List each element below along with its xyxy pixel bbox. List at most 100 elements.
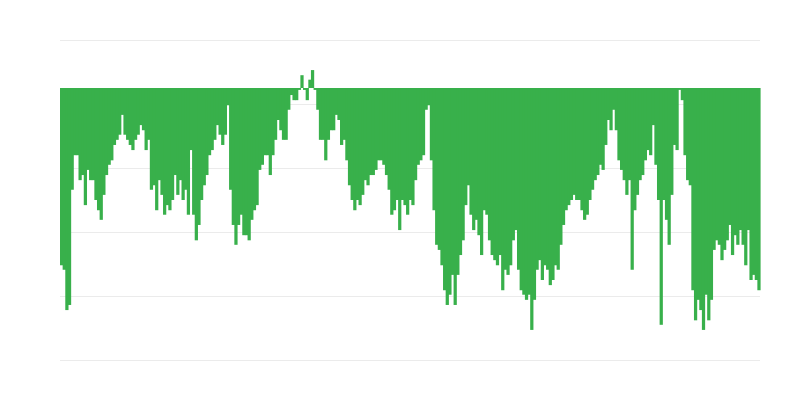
bar xyxy=(490,88,494,256)
bar xyxy=(638,88,642,181)
bar xyxy=(324,88,328,161)
bar xyxy=(75,88,80,156)
bar xyxy=(252,88,257,211)
bar xyxy=(583,88,587,220)
bar xyxy=(163,88,167,215)
bar xyxy=(147,88,151,140)
bar xyxy=(736,88,740,245)
bar xyxy=(593,88,597,181)
bar xyxy=(630,88,634,270)
bar xyxy=(184,88,188,190)
bar xyxy=(65,88,69,311)
bar xyxy=(548,88,552,286)
bar xyxy=(176,88,180,195)
bar xyxy=(429,88,434,161)
bar xyxy=(435,88,439,245)
bar xyxy=(276,88,280,120)
bar xyxy=(379,88,383,161)
bar xyxy=(649,88,653,156)
bar xyxy=(503,88,508,270)
bar xyxy=(598,88,603,165)
bar xyxy=(390,88,394,215)
bar xyxy=(239,88,243,215)
bar xyxy=(371,88,375,176)
bar xyxy=(527,88,531,295)
bar xyxy=(186,88,191,215)
bar xyxy=(485,88,489,215)
bar xyxy=(295,88,299,101)
bar xyxy=(487,88,492,241)
bar xyxy=(144,88,148,151)
bar xyxy=(152,88,156,186)
bar xyxy=(210,88,214,151)
bar xyxy=(392,88,397,211)
bar xyxy=(118,88,122,135)
bar xyxy=(707,88,711,321)
bar xyxy=(551,88,555,280)
bar xyxy=(197,88,201,225)
bar xyxy=(374,88,378,170)
bar xyxy=(263,88,267,156)
bar xyxy=(701,88,706,330)
bar xyxy=(112,88,117,145)
bar xyxy=(704,88,708,295)
bar xyxy=(712,88,716,250)
bar xyxy=(627,88,632,181)
bar xyxy=(128,88,132,145)
bar xyxy=(297,88,301,90)
bar xyxy=(604,88,608,145)
bar xyxy=(691,88,695,291)
bar xyxy=(757,88,761,291)
bar xyxy=(170,88,175,200)
bar xyxy=(720,88,724,261)
bar xyxy=(601,88,605,170)
bar xyxy=(427,88,431,106)
bar xyxy=(646,88,650,151)
bar xyxy=(643,88,648,161)
bar xyxy=(577,88,581,200)
bar xyxy=(617,88,621,161)
bar xyxy=(313,88,317,90)
bar xyxy=(572,88,576,195)
bar xyxy=(588,88,592,200)
bar xyxy=(308,79,312,88)
bar xyxy=(334,88,338,115)
bar xyxy=(273,88,278,140)
bar xyxy=(189,88,193,151)
bar xyxy=(160,88,164,195)
bar xyxy=(612,88,616,110)
bar xyxy=(456,88,460,275)
bar xyxy=(83,88,88,206)
bar xyxy=(421,88,426,156)
bar xyxy=(139,88,143,126)
bar xyxy=(654,88,658,165)
bar xyxy=(400,88,404,200)
bar xyxy=(651,88,655,126)
bar xyxy=(229,88,233,190)
bar xyxy=(585,88,589,215)
bar xyxy=(524,88,529,300)
bar xyxy=(395,88,399,200)
bar xyxy=(363,88,368,181)
bar xyxy=(406,88,410,215)
bar xyxy=(733,88,737,236)
bar xyxy=(78,88,82,181)
bar xyxy=(609,88,613,131)
bar xyxy=(141,88,146,131)
bar xyxy=(464,88,468,206)
bar xyxy=(223,88,228,135)
bar xyxy=(73,88,77,156)
bar xyxy=(440,88,444,266)
bar xyxy=(514,88,518,231)
bar xyxy=(81,88,85,176)
bar xyxy=(168,88,172,211)
bar xyxy=(561,88,566,225)
bar xyxy=(403,88,407,206)
bar xyxy=(445,88,449,305)
bar xyxy=(318,88,323,140)
bar xyxy=(284,88,288,140)
bar xyxy=(450,88,455,275)
bar xyxy=(126,88,130,140)
bar xyxy=(337,88,341,120)
bar xyxy=(131,88,135,151)
